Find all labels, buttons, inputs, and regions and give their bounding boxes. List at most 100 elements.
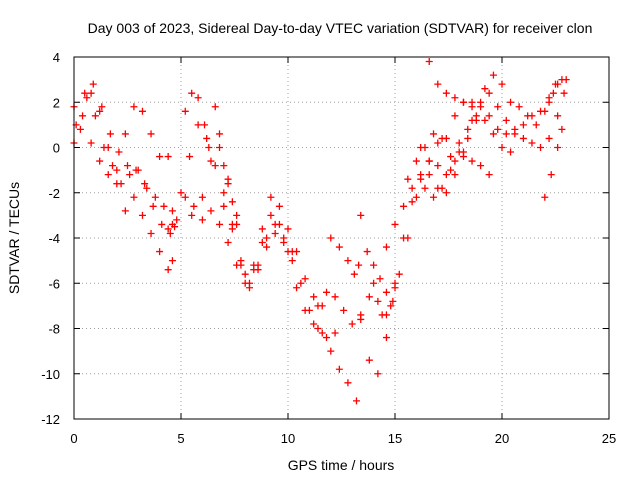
y-tick-label: -10 [41,367,60,382]
data-point [143,184,151,192]
data-point [412,157,420,165]
y-tick-label: -6 [48,276,60,291]
data-point [455,148,463,156]
data-series [211,103,241,219]
data-point [188,211,196,219]
data-series [357,148,493,378]
data-point [376,275,384,283]
data-point [275,202,283,210]
data-point [558,125,566,133]
data-point [96,107,104,115]
data-point [149,202,157,210]
data-point [216,130,224,138]
data-point [263,234,271,242]
data-point [168,220,176,228]
data-point [507,98,515,106]
data-point [451,112,459,120]
y-tick-label: 0 [53,141,60,156]
data-point [511,125,519,133]
data-point [355,261,363,269]
data-point [237,261,245,269]
data-point [115,148,123,156]
data-point [100,144,108,151]
data-point [374,297,382,305]
data-point [130,103,138,111]
data-point [547,171,555,179]
x-tick-label: 5 [177,431,184,446]
data-point [552,80,559,88]
data-point [451,94,459,102]
data-point [314,302,322,310]
data-point [310,293,318,301]
data-point [382,288,390,296]
data-point [468,116,476,124]
data-point [156,153,164,161]
data-point [233,220,241,228]
data-point [459,153,467,161]
data-point [387,302,395,310]
data-point [344,379,352,387]
x-tick-label: 25 [602,431,616,446]
data-point [481,116,489,124]
data-series [76,103,172,179]
data-point [168,207,176,215]
data-point [451,171,459,179]
data-point [288,248,296,256]
data-series [72,94,176,228]
data-point [350,270,358,278]
data-point [468,157,476,165]
y-tick-labels: 4 2 0 -2 -4 -6 -8 -10 -12 [41,50,60,427]
data-point [498,144,506,151]
data-point [344,257,352,265]
data-point [245,279,253,287]
data-point [455,139,463,147]
data-point [558,76,566,84]
data-point [305,306,313,314]
data-point [164,266,172,274]
data-point [177,189,185,197]
data-point [434,80,442,88]
data-point [216,220,224,228]
data-point [331,293,339,301]
data-series [164,193,360,405]
data-point [477,162,485,170]
data-point [532,121,540,129]
data-point [89,80,97,88]
data-point [280,234,288,242]
data-point [408,184,416,192]
data-point [340,306,348,314]
data-point [263,243,271,251]
data-point [181,193,189,201]
data-point [314,325,322,332]
data-point [434,162,442,170]
data-point [541,107,549,115]
data-point [447,166,455,174]
data-point [417,171,425,179]
data-point [494,125,502,133]
data-point [104,171,112,179]
data-point [147,229,155,237]
data-point [194,94,202,102]
data-point [537,144,545,151]
data-point [370,261,378,269]
data-point [485,171,493,179]
data-point [430,130,438,138]
data-point [545,134,553,142]
data-point [425,58,433,66]
data-point [459,98,467,106]
data-point [207,207,215,215]
data-point [220,189,228,197]
data-point [109,162,117,170]
data-point [395,270,403,278]
data-point [425,157,433,165]
data-point [451,157,459,165]
y-tick-label: -4 [48,231,60,246]
x-tick-label: 10 [281,431,295,446]
data-point [156,248,164,256]
data-series [357,211,397,305]
data-point [331,329,339,337]
data-point [417,144,425,151]
data-series [188,144,326,310]
data-series [70,89,176,256]
